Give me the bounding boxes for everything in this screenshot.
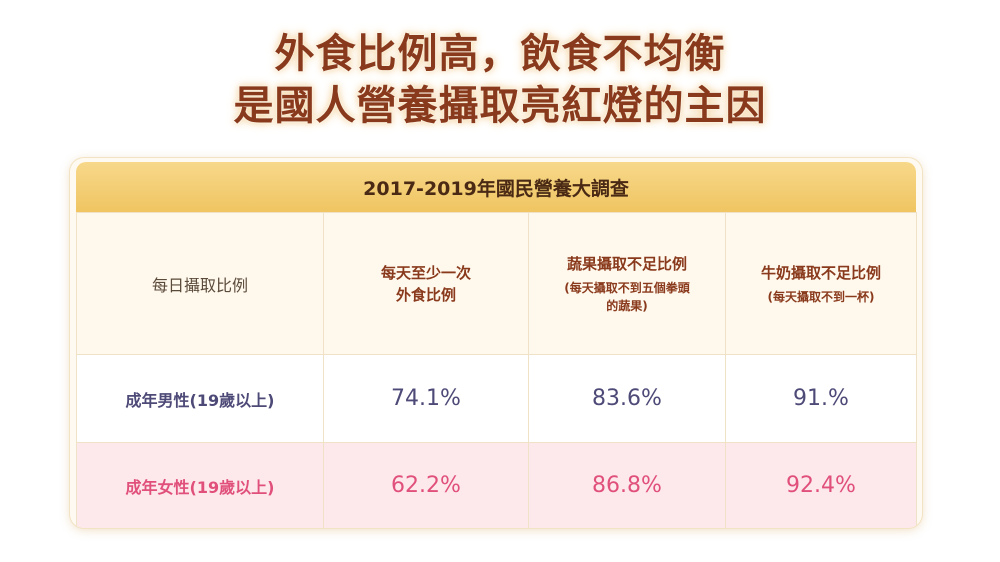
page-headline: 外食比例高，飲食不均衡 是國人營養攝取亮紅燈的主因	[0, 28, 1000, 132]
value-cell: 91.%	[725, 354, 917, 443]
value-cell: 62.2%	[323, 442, 529, 528]
column-header-milk: 牛奶攝取不足比例 (每天攝取不到一杯)	[725, 212, 917, 355]
row-label-female: 成年女性(19歲以上)	[125, 477, 275, 497]
row-header-label: 每日攝取比例	[151, 275, 248, 295]
headline-line-2: 是國人營養攝取亮紅燈的主因	[233, 82, 767, 129]
table-title: 2017-2019年國民營養大調查	[76, 162, 916, 212]
row-label-cell: 成年男性(19歲以上)	[76, 354, 324, 443]
column-title-line: 每天至少一次	[380, 263, 471, 282]
value-female-eating-out: 62.2%	[391, 473, 461, 498]
row-label-male: 成年男性(19歲以上)	[125, 390, 275, 410]
value-female-milk: 92.4%	[786, 473, 856, 498]
value-male-eating-out: 74.1%	[391, 386, 461, 411]
value-cell: 92.4%	[725, 442, 917, 528]
value-cell: 74.1%	[323, 354, 529, 443]
column-title-line: 牛奶攝取不足比例	[760, 263, 881, 282]
column-note-line: (每天攝取不到一杯)	[767, 289, 875, 304]
value-male-milk: 91.%	[793, 386, 849, 411]
value-cell: 86.8%	[528, 442, 726, 528]
table-header-row: 每日攝取比例 每天至少一次 外食比例 蔬果攝取不足比例 (每天攝取不到五個拳頭 …	[76, 212, 917, 355]
column-header-vegetable-fruit: 蔬果攝取不足比例 (每天攝取不到五個拳頭 的蔬果)	[528, 212, 726, 355]
headline-line-1: 外食比例高，飲食不均衡	[274, 30, 726, 77]
column-header-eating-out: 每天至少一次 外食比例	[323, 212, 529, 355]
row-label-cell: 成年女性(19歲以上)	[76, 442, 324, 528]
column-title-line: 外食比例	[395, 285, 456, 304]
value-female-vegetable-fruit: 86.8%	[592, 473, 662, 498]
row-header-cell: 每日攝取比例	[76, 212, 324, 355]
column-note-line: 的蔬果)	[606, 298, 648, 313]
column-title-line: 蔬果攝取不足比例	[566, 254, 687, 273]
survey-table-card: 2017-2019年國民營養大調查 每日攝取比例 每天至少一次 外食比例 蔬果攝…	[70, 158, 922, 528]
table-row-male: 成年男性(19歲以上) 74.1% 83.6% 91.%	[76, 354, 917, 443]
column-note-line: (每天攝取不到五個拳頭	[564, 280, 690, 295]
value-cell: 83.6%	[528, 354, 726, 443]
table-row-female: 成年女性(19歲以上) 62.2% 86.8% 92.4%	[76, 442, 917, 528]
value-male-vegetable-fruit: 83.6%	[592, 386, 662, 411]
survey-table: 每日攝取比例 每天至少一次 外食比例 蔬果攝取不足比例 (每天攝取不到五個拳頭 …	[76, 212, 917, 528]
